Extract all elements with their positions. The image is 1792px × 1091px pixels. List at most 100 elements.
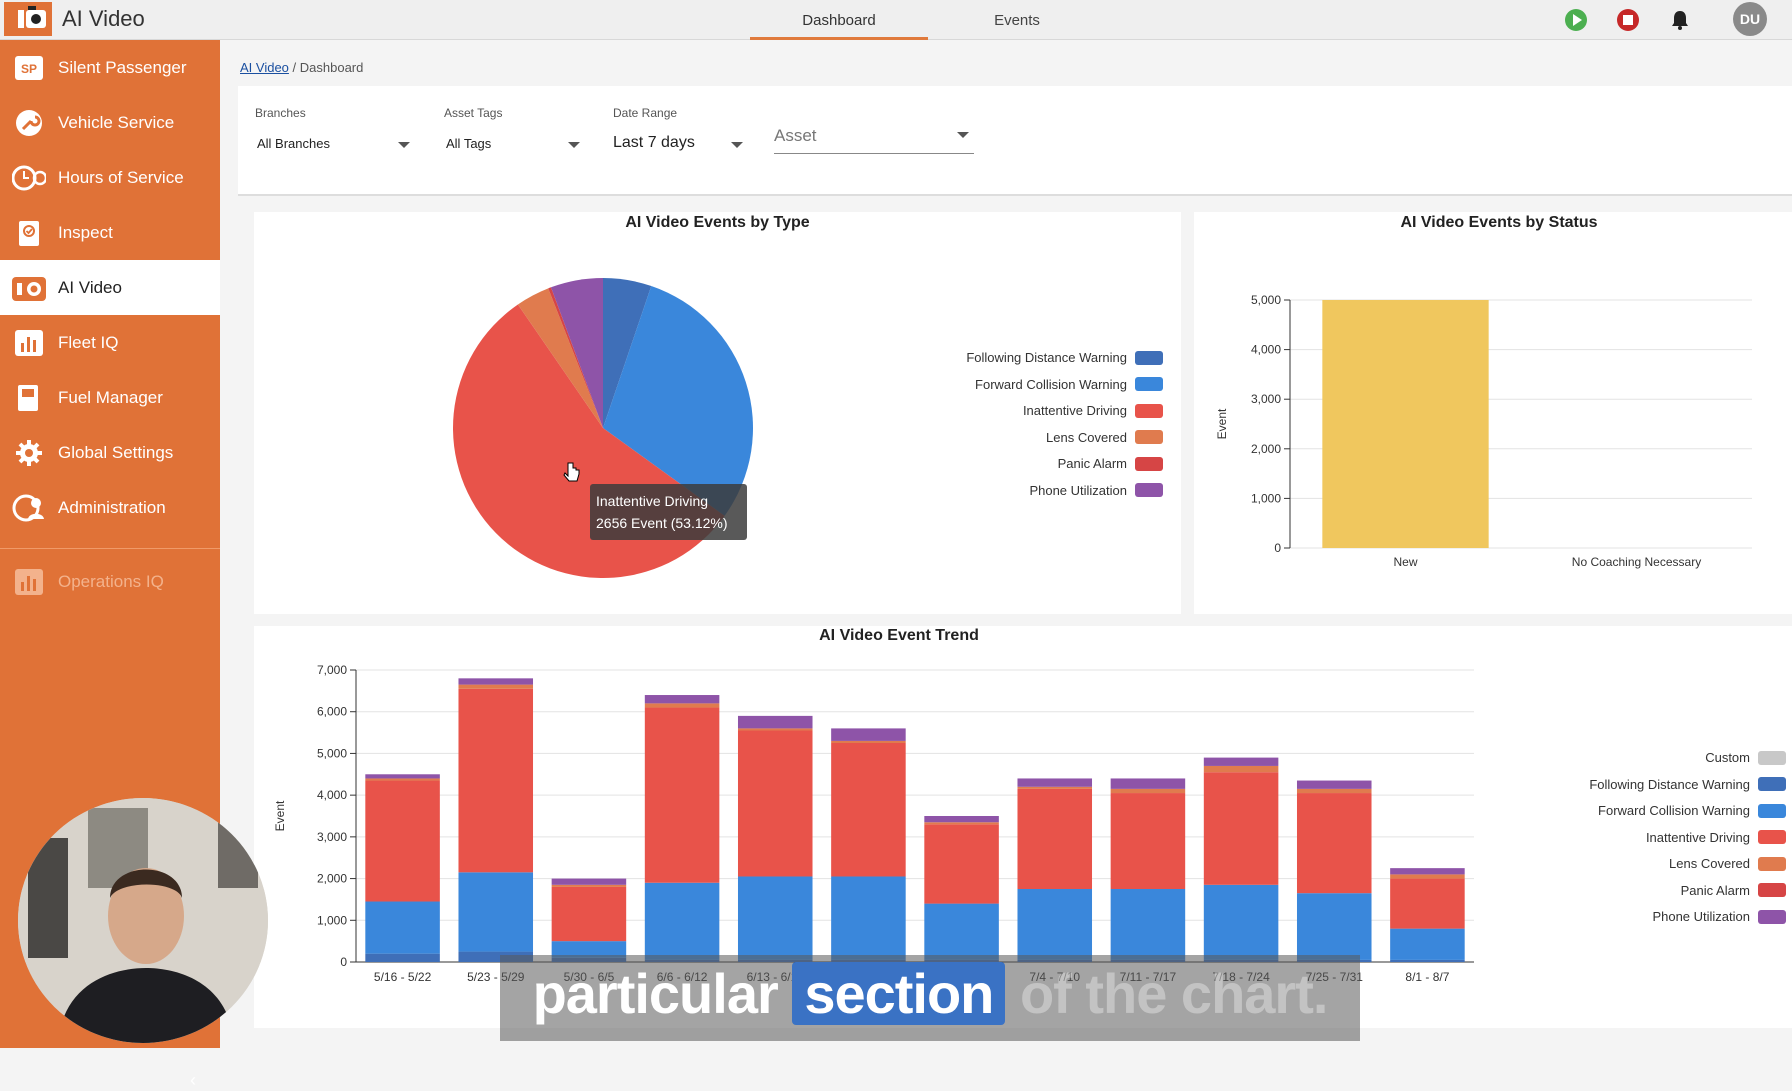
- trend-stacked-bar-chart[interactable]: 0 1,000 2,000 3,000 4,000 5,000 6,000 7,000 Even…: [254, 626, 1792, 1028]
- trend-bar-segment[interactable]: [458, 684, 534, 689]
- asset-tags-select[interactable]: All Tags: [446, 136, 492, 151]
- legend-label: Following Distance Warning: [1589, 776, 1750, 792]
- trend-bar-segment[interactable]: [831, 740, 906, 743]
- trend-bar-segment[interactable]: [1110, 793, 1186, 889]
- trend-bar-segment[interactable]: [1296, 893, 1372, 960]
- trend-bar-segment[interactable]: [924, 816, 999, 823]
- trend-bar-segment[interactable]: [831, 743, 906, 877]
- pie-slice-forward-collision-warning[interactable]: [603, 285, 753, 516]
- play-icon[interactable]: [1564, 8, 1588, 32]
- trend-bar-segment[interactable]: [1296, 780, 1372, 789]
- trend-bar-segment[interactable]: [924, 824, 999, 904]
- legend-item[interactable]: Lens Covered: [1669, 856, 1786, 871]
- legend-item[interactable]: Custom: [1705, 750, 1786, 765]
- legend-item[interactable]: Phone Utilization: [1652, 909, 1786, 924]
- sidebar-item-global-settings[interactable]: Global Settings: [0, 425, 220, 480]
- trend-bar-segment[interactable]: [1110, 778, 1186, 789]
- chevron-down-icon[interactable]: [568, 142, 580, 148]
- trend-bar-segment[interactable]: [737, 730, 813, 877]
- trend-bar-segment[interactable]: [1017, 788, 1093, 889]
- trend-bar-segment[interactable]: [644, 695, 720, 704]
- trend-bar-segment[interactable]: [458, 678, 534, 685]
- trend-bar-segment[interactable]: [831, 876, 906, 960]
- status-bar-chart[interactable]: 0 1,000 2,000 3,000 4,000 5,000 Event New No Coa…: [1194, 212, 1792, 614]
- trend-bar-segment[interactable]: [551, 886, 627, 942]
- breadcrumb-link-ai-video[interactable]: AI Video: [240, 60, 289, 75]
- chevron-down-icon[interactable]: [957, 132, 969, 138]
- sidebar-item-operations-iq[interactable]: Operations IQ: [0, 554, 220, 609]
- trend-bar-segment[interactable]: [551, 878, 627, 885]
- tab-dashboard[interactable]: Dashboard: [750, 0, 928, 40]
- trend-bar-segment[interactable]: [1203, 884, 1279, 960]
- legend-item[interactable]: Inattentive Driving: [1023, 403, 1163, 418]
- pie-slice-panic-alarm[interactable]: [548, 287, 603, 428]
- sidebar-item-hours-of-service[interactable]: Hours of Service: [0, 150, 220, 205]
- trend-bar-segment[interactable]: [1203, 757, 1279, 766]
- legend-item[interactable]: Panic Alarm: [1058, 456, 1163, 471]
- trend-bar-segment[interactable]: [1017, 786, 1093, 789]
- trend-bar-segment[interactable]: [1203, 772, 1279, 885]
- trend-bar-segment[interactable]: [831, 728, 906, 741]
- legend-item[interactable]: Following Distance Warning: [966, 350, 1163, 365]
- trend-bar-segment[interactable]: [924, 822, 999, 825]
- legend-item[interactable]: Lens Covered: [1046, 430, 1163, 445]
- trend-bar-segment[interactable]: [924, 903, 999, 960]
- trend-bar-segment[interactable]: [737, 876, 813, 960]
- trend-bar-segment[interactable]: [1017, 889, 1093, 960]
- sidebar-item-fuel-manager[interactable]: Fuel Manager: [0, 370, 220, 425]
- trend-bar-segment[interactable]: [1390, 874, 1465, 879]
- trend-bar-segment[interactable]: [1017, 778, 1093, 787]
- trend-bar-segment[interactable]: [1203, 765, 1279, 773]
- trend-bar-segment[interactable]: [458, 951, 534, 962]
- chevron-left-icon[interactable]: ‹: [190, 1070, 196, 1090]
- trend-bar-segment[interactable]: [365, 774, 440, 779]
- pie-slice-phone-utilization[interactable]: [550, 278, 603, 428]
- sidebar-item-fleet-iq[interactable]: Fleet IQ: [0, 315, 220, 370]
- legend-item[interactable]: Forward Collision Warning: [975, 377, 1163, 392]
- sidebar-item-administration[interactable]: Administration: [0, 480, 220, 535]
- trend-bar-segment[interactable]: [1390, 928, 1465, 960]
- trend-bar-segment[interactable]: [551, 884, 627, 887]
- trend-bar-segment[interactable]: [1296, 793, 1372, 894]
- pie-slice-following-distance-warning[interactable]: [603, 278, 652, 428]
- date-range-select[interactable]: Last 7 days: [613, 134, 695, 151]
- sidebar-item-ai-video[interactable]: AI Video: [0, 260, 220, 315]
- trend-bar-segment[interactable]: [551, 941, 627, 958]
- pie-slice-lens-covered[interactable]: [517, 288, 603, 428]
- trend-bar-segment[interactable]: [1110, 889, 1186, 960]
- bell-icon[interactable]: [1668, 8, 1692, 32]
- trend-bar-segment[interactable]: [458, 872, 534, 952]
- chevron-down-icon[interactable]: [398, 142, 410, 148]
- asset-select[interactable]: Asset: [774, 118, 974, 154]
- chevron-down-icon[interactable]: [731, 142, 743, 148]
- trend-bar-segment[interactable]: [365, 778, 440, 781]
- trend-bar-segment[interactable]: [365, 780, 440, 902]
- legend-item[interactable]: Inattentive Driving: [1646, 830, 1786, 845]
- trend-bar-segment[interactable]: [1390, 868, 1465, 875]
- trend-bar-segment[interactable]: [1390, 878, 1465, 929]
- trend-bar-segment[interactable]: [644, 707, 720, 883]
- trend-bar-segment[interactable]: [644, 882, 720, 960]
- tab-events[interactable]: Events: [994, 12, 1040, 29]
- legend-item[interactable]: Panic Alarm: [1681, 883, 1786, 898]
- trend-bar-segment[interactable]: [458, 688, 534, 873]
- trend-bar-segment[interactable]: [1390, 959, 1465, 962]
- trend-bar-segment[interactable]: [1110, 788, 1186, 794]
- legend-item[interactable]: Following Distance Warning: [1589, 777, 1786, 792]
- legend-item[interactable]: Phone Utilization: [1029, 483, 1163, 498]
- status-bar[interactable]: [1322, 300, 1489, 548]
- trend-bar-segment[interactable]: [737, 728, 813, 731]
- trend-bar-segment[interactable]: [365, 901, 440, 954]
- trend-bar-segment[interactable]: [365, 953, 440, 962]
- sidebar-item-silent-passenger[interactable]: SP Silent Passenger: [0, 40, 220, 95]
- trend-bar-segment[interactable]: [1296, 788, 1372, 794]
- legend-item[interactable]: Forward Collision Warning: [1598, 803, 1786, 818]
- sidebar-item-vehicle-service[interactable]: Vehicle Service: [0, 95, 220, 150]
- trend-bar-segment[interactable]: [737, 715, 813, 729]
- sidebar-item-inspect[interactable]: Inspect: [0, 205, 220, 260]
- branches-select[interactable]: All Branches: [257, 136, 330, 151]
- y-tick-label: 0: [340, 955, 347, 969]
- trend-bar-segment[interactable]: [644, 703, 720, 708]
- stop-record-icon[interactable]: [1616, 8, 1640, 32]
- user-avatar[interactable]: DU: [1733, 2, 1767, 36]
